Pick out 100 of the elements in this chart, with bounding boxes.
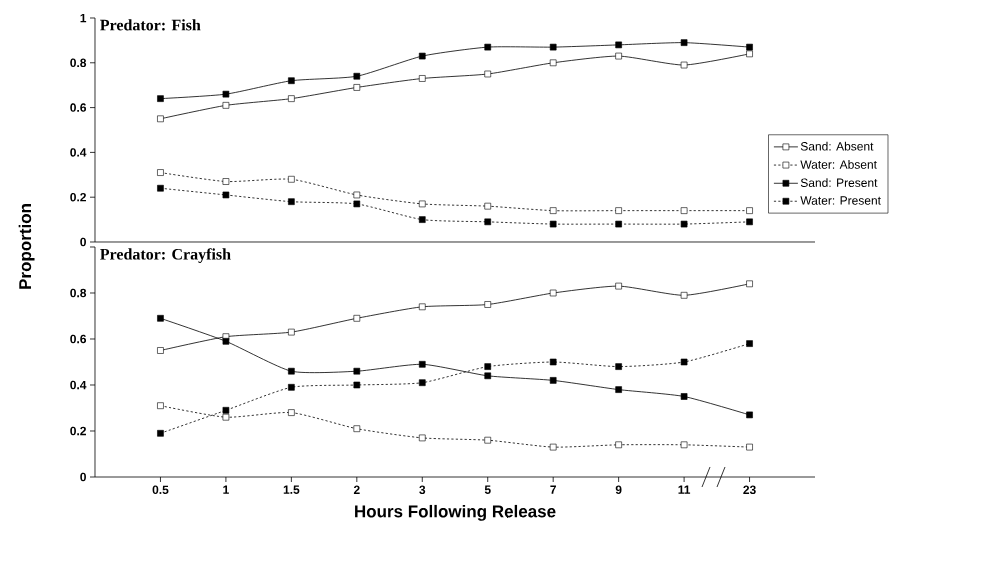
point: [418, 75, 426, 82]
point: [484, 218, 492, 226]
y-tick-label: 0.4: [70, 148, 87, 157]
point: [680, 358, 688, 366]
point: [549, 377, 557, 384]
point: [353, 200, 361, 208]
x-tick-label: 0.5: [152, 485, 169, 495]
point: [484, 70, 492, 78]
point: [418, 361, 426, 368]
point: [680, 292, 688, 299]
point: [549, 220, 557, 228]
point: [484, 436, 492, 444]
point: [746, 411, 753, 419]
y-tick-label: 0: [80, 237, 86, 247]
point: [680, 393, 688, 400]
point: [418, 200, 426, 208]
x-tick-label: 23: [743, 485, 756, 495]
point: [157, 347, 164, 354]
point: [222, 191, 230, 199]
chart-title: Predator: Fish: [100, 19, 201, 31]
y-tick-label: 0.2: [70, 426, 86, 436]
point: [746, 50, 753, 58]
point: [615, 282, 622, 290]
point: [288, 77, 295, 85]
x-tick-label: 2: [353, 485, 360, 494]
point: [549, 43, 557, 51]
point: [680, 207, 688, 214]
y-tick-label: 1: [80, 13, 87, 23]
point: [549, 443, 557, 451]
point: [288, 384, 295, 391]
legend-label: Sand: Absent: [800, 141, 874, 151]
point: [353, 381, 361, 389]
point: [746, 43, 753, 51]
point: [288, 328, 295, 336]
point: [680, 220, 688, 228]
point: [746, 340, 753, 347]
y-tick-label: 0.6: [70, 334, 87, 344]
x-tick-label: 3: [419, 485, 426, 495]
point: [288, 198, 295, 205]
legend-label: Water: Absent: [800, 159, 877, 169]
point: [549, 358, 557, 366]
point: [418, 303, 426, 311]
x-tick-label: 5: [484, 485, 491, 494]
point: [353, 191, 361, 199]
point: [353, 425, 361, 432]
point: [222, 90, 230, 98]
point: [615, 441, 622, 449]
y-tick-label: 0: [80, 472, 86, 482]
y-axis-title: Proportion: [18, 204, 35, 289]
x-tick-label: 9: [615, 485, 622, 495]
point: [353, 84, 361, 91]
point: [353, 315, 361, 322]
y-tick-label: 0.6: [70, 103, 87, 112]
point: [746, 207, 753, 214]
point: [222, 407, 230, 414]
legend-label: Sand: Present: [800, 178, 878, 187]
point: [222, 178, 230, 185]
point: [484, 43, 492, 51]
point: [157, 402, 164, 409]
y-tick-label: 0.8: [70, 58, 87, 68]
x-tick-label: 1.5: [283, 485, 300, 494]
point: [288, 409, 295, 416]
point: [549, 59, 557, 67]
point: [157, 184, 164, 192]
point: [615, 52, 622, 60]
x-tick-label: 1: [223, 485, 229, 494]
point: [222, 102, 230, 109]
point: [418, 216, 426, 223]
y-tick-label: 0.4: [70, 380, 87, 390]
point: [484, 301, 492, 308]
point: [615, 207, 622, 214]
point: [157, 315, 164, 322]
point: [288, 367, 295, 375]
point: [353, 367, 361, 375]
point: [418, 52, 426, 60]
chart-title: Predator: Crayfish: [100, 248, 231, 263]
point: [157, 169, 164, 176]
point: [615, 41, 622, 49]
y-tick-label: 0.8: [70, 288, 87, 298]
point: [615, 386, 622, 393]
point: [549, 207, 557, 214]
point: [615, 220, 622, 228]
legend-label: Water: Present: [800, 196, 881, 205]
y-tick-label: 0.2: [70, 192, 86, 202]
point: [288, 95, 295, 102]
point: [288, 175, 295, 183]
point: [746, 280, 753, 288]
point: [353, 72, 361, 80]
point: [549, 289, 557, 297]
x-tick-label: 11: [678, 485, 691, 494]
point: [484, 202, 492, 210]
point: [418, 434, 426, 442]
point: [157, 95, 164, 102]
point: [746, 218, 753, 226]
point: [222, 338, 230, 345]
point: [418, 379, 426, 386]
point: [615, 363, 622, 370]
point: [680, 61, 688, 69]
point: [680, 441, 688, 449]
point: [484, 363, 492, 370]
